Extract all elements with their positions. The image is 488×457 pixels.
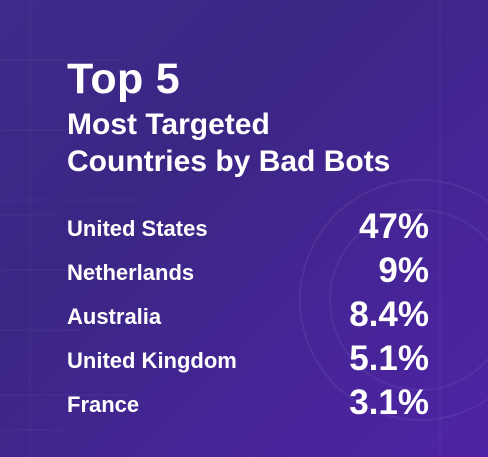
table-row: Netherlands 9% [67, 250, 437, 294]
country-label: United States [67, 216, 208, 241]
country-label: United Kingdom [67, 348, 237, 373]
percentage-value: 8.4% [349, 295, 429, 334]
percentage-value: 9% [378, 251, 429, 290]
subtitle-line-2: Countries by Bad Bots [67, 145, 391, 178]
table-row: United States 47% [67, 206, 437, 250]
country-label: France [67, 392, 140, 417]
table-row: Australia 8.4% [67, 294, 437, 338]
percentage-value: 47% [358, 207, 429, 246]
country-label: Netherlands [67, 260, 195, 285]
percentage-value: 5.1% [349, 339, 429, 378]
country-list: United States 47% Netherlands 9% Austral… [67, 206, 437, 426]
chart-title: Top 5 [67, 55, 180, 103]
chart-subtitle: Most Targeted Countries by Bad Bots [67, 106, 437, 180]
table-row: United Kingdom 5.1% [67, 338, 437, 382]
percentage-value: 3.1% [349, 383, 429, 422]
country-label: Australia [67, 304, 162, 329]
table-row: France 3.1% [67, 382, 437, 426]
subtitle-line-1: Most Targeted [67, 108, 270, 141]
content-area: Top 5 Most Targeted Countries by Bad Bot… [67, 56, 437, 426]
